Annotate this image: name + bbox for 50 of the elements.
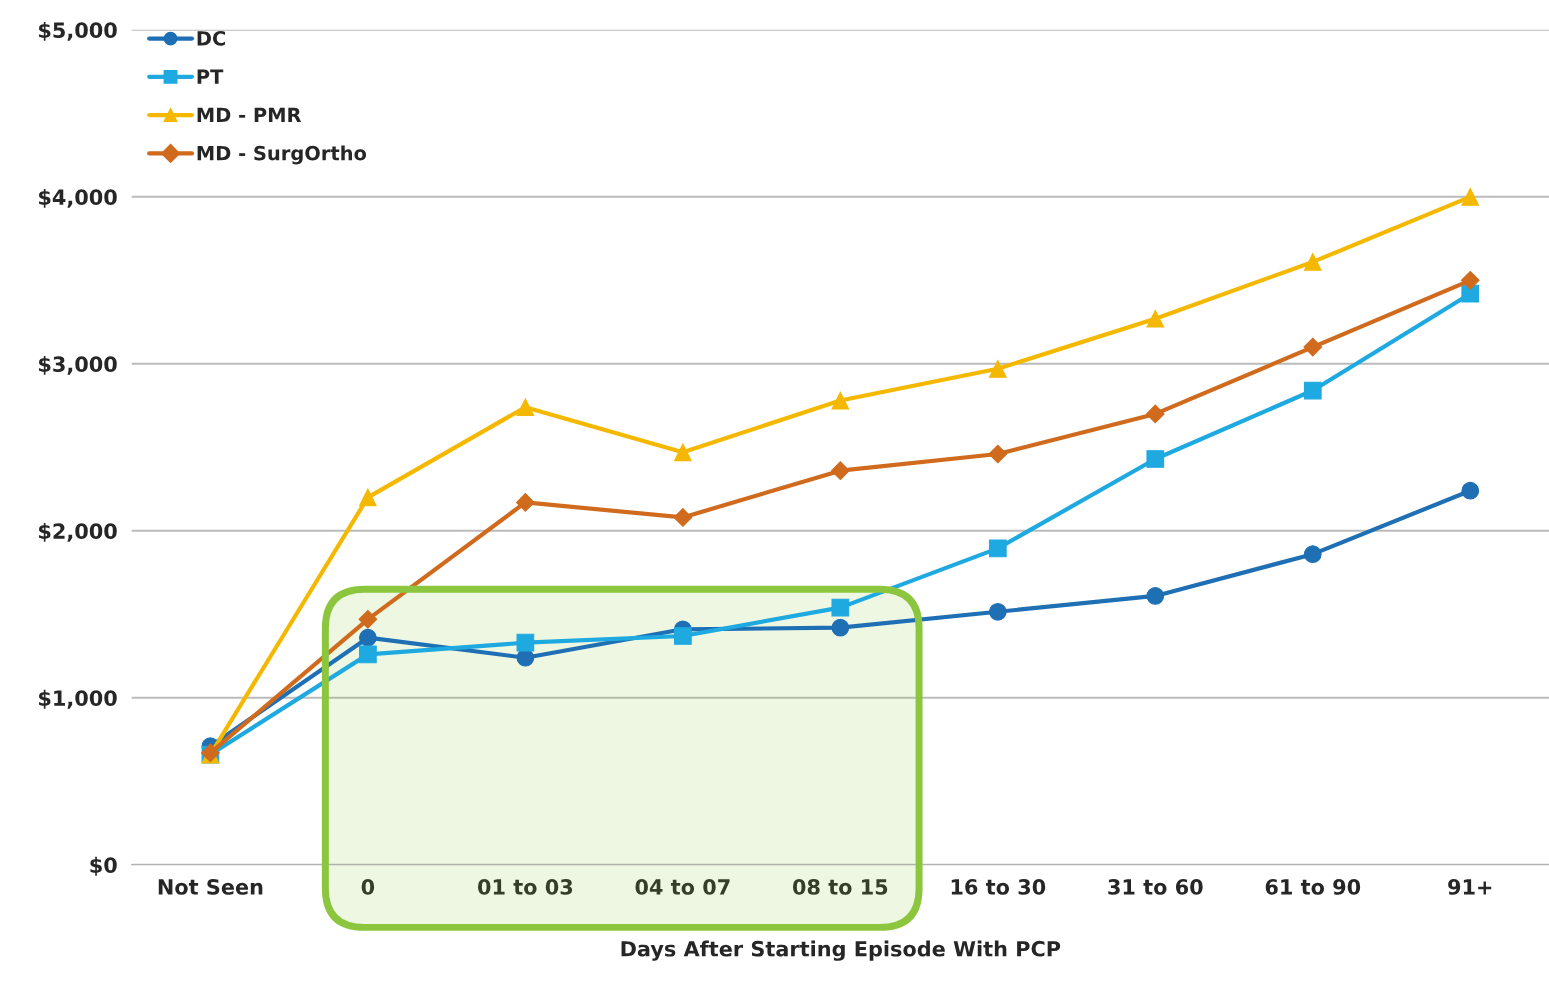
point [1461, 284, 1480, 303]
point [831, 391, 850, 410]
point [359, 645, 377, 664]
point [359, 488, 377, 507]
point [831, 598, 850, 617]
x-tick-label: 01 to 03 [477, 879, 573, 895]
point [1303, 545, 1322, 564]
x-tick-label: 61 to 90 [1265, 879, 1361, 895]
point [988, 359, 1007, 378]
point [516, 633, 535, 652]
point [516, 398, 535, 417]
point [988, 444, 1008, 464]
y-tick-label: $3,000 [39, 355, 117, 375]
y-tick-label: $0 [90, 856, 117, 876]
point [1146, 309, 1165, 328]
point [1303, 381, 1322, 400]
point [1145, 404, 1165, 424]
x-tick-label: 08 to 15 [792, 879, 888, 895]
point [988, 539, 1007, 558]
point [830, 461, 850, 481]
point [1303, 337, 1323, 357]
y-tick-label: $5,000 [39, 21, 117, 41]
x-tick-label: 0 [361, 879, 375, 895]
x-tick-label: Not Seen [158, 879, 263, 895]
point [1146, 587, 1165, 605]
point [1461, 187, 1480, 206]
x-tick-label: 16 to 30 [951, 879, 1046, 895]
point [674, 627, 692, 645]
point [1303, 253, 1322, 271]
x-tick-label: 04 to 07 [635, 879, 730, 895]
x-tick-label: 31 to 60 [1108, 879, 1203, 895]
x-tick-label: 91+ [1448, 879, 1492, 895]
point [516, 493, 535, 512]
point [1460, 270, 1480, 290]
y-tick-label: $1,000 [39, 689, 117, 709]
legend-label: PT [197, 69, 224, 84]
legend-label: DC [197, 30, 225, 46]
point [358, 609, 378, 629]
x-axis-title: Days After Starting Episode With PCP [621, 940, 1061, 961]
legend-label: MD - SurgOrtho [197, 145, 367, 165]
point [1461, 481, 1480, 500]
y-tick-label: $4,000 [39, 188, 117, 208]
point [988, 602, 1007, 621]
y-tick-label: $2,000 [39, 522, 117, 542]
point [674, 443, 692, 462]
point [673, 508, 693, 527]
point [359, 628, 377, 647]
point [1146, 450, 1165, 468]
point [831, 618, 850, 637]
legend-label: MD - PMR [197, 107, 302, 122]
